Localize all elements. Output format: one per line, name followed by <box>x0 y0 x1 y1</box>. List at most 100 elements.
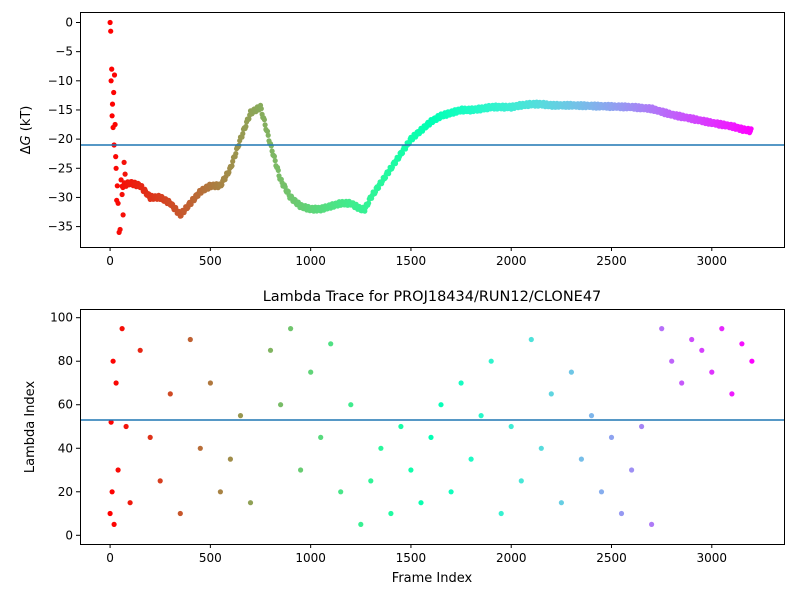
delta-g-y-axis-title: ΔG (kT) <box>19 106 34 155</box>
data-point <box>699 347 705 353</box>
delta-g-frame <box>80 12 785 248</box>
data-point <box>288 326 294 332</box>
trace-point <box>265 132 271 138</box>
data-point <box>649 521 655 528</box>
x-tick-label: 1000 <box>295 254 326 268</box>
lambda-trace-chart: Lambda Trace for PROJ18434/RUN12/CLONE47… <box>23 289 785 586</box>
y-tick-label: 100 <box>50 311 73 325</box>
data-point <box>729 391 735 397</box>
data-point <box>111 521 117 528</box>
x-tick-label: 2500 <box>596 551 627 565</box>
data-point <box>588 413 595 419</box>
data-point <box>278 402 284 408</box>
x-tick-label: 2000 <box>496 551 527 565</box>
data-point <box>147 434 153 440</box>
data-point <box>298 467 304 473</box>
data-point <box>120 212 126 218</box>
data-point <box>107 19 113 26</box>
data-point <box>119 191 125 198</box>
data-point <box>217 489 223 495</box>
lambda-trace-plot-area <box>80 326 784 528</box>
delta-g-y-ticks: 0 −5 −10 −15 −20 −25 −30 −35 <box>48 15 80 234</box>
data-point <box>568 369 575 375</box>
data-point <box>308 369 314 375</box>
y-tick-label: −15 <box>48 103 73 117</box>
data-point <box>618 510 625 517</box>
trace-point <box>271 153 277 159</box>
trace-point <box>230 158 236 164</box>
y-tick-label: 80 <box>58 354 73 368</box>
y-tick-label: −35 <box>48 220 73 234</box>
data-point <box>117 226 123 233</box>
data-point <box>267 347 274 353</box>
x-tick-label: 3000 <box>697 254 728 268</box>
data-point <box>237 413 244 419</box>
data-point <box>498 510 504 517</box>
data-point <box>115 467 121 473</box>
x-tick-label: 1500 <box>396 254 427 268</box>
y-tick-label: 60 <box>58 398 73 412</box>
trace-point <box>240 131 246 137</box>
x-tick-label: 0 <box>106 551 114 565</box>
x-tick-label: 1000 <box>295 551 326 565</box>
data-point <box>127 500 133 506</box>
x-tick-label: 500 <box>199 254 222 268</box>
y-tick-label: −20 <box>48 132 73 146</box>
data-point <box>468 456 474 462</box>
lambda-trace-x-axis-title: Frame Index <box>392 571 473 586</box>
trace-point <box>262 122 268 128</box>
data-point <box>108 28 114 34</box>
data-point <box>488 358 494 364</box>
data-point <box>558 500 565 506</box>
data-point <box>608 434 615 440</box>
y-tick-label: −25 <box>48 161 73 175</box>
data-point <box>137 347 143 353</box>
data-point <box>448 489 454 495</box>
data-point <box>328 341 334 347</box>
trace-point <box>229 163 235 169</box>
trace-point <box>219 182 225 188</box>
y-tick-label: −5 <box>55 45 73 59</box>
data-point <box>378 445 384 451</box>
data-point <box>408 467 414 473</box>
y-tick-label: 40 <box>58 441 73 455</box>
data-point <box>709 369 715 375</box>
data-point <box>348 402 354 408</box>
trace-point <box>269 148 275 154</box>
data-point <box>538 445 544 451</box>
trace-point <box>243 123 249 130</box>
data-point <box>679 380 685 386</box>
data-point <box>689 336 695 343</box>
data-point <box>518 478 524 484</box>
data-point <box>398 423 404 430</box>
data-point <box>749 358 755 364</box>
trace-point <box>258 106 264 112</box>
data-point <box>114 183 120 189</box>
y-tick-label: 0 <box>65 15 73 29</box>
trace-point <box>268 143 274 149</box>
x-tick-label: 2000 <box>496 254 527 268</box>
y-tick-label: 0 <box>65 528 73 542</box>
trace-point <box>366 200 372 206</box>
lambda-trace-title: Lambda Trace for PROJ18434/RUN12/CLONE47 <box>263 289 602 305</box>
data-point <box>318 434 324 440</box>
data-point <box>109 489 115 495</box>
lambda-trace-y-ticks: 0 20 40 60 80 100 <box>50 311 80 542</box>
data-point <box>629 467 635 473</box>
x-tick-label: 500 <box>199 551 222 565</box>
data-point <box>109 101 116 107</box>
data-point <box>197 445 203 451</box>
lambda-trace-x-ticks: 0 500 1000 1500 2000 2500 3000 <box>106 544 727 565</box>
data-point <box>578 456 585 462</box>
data-point <box>110 358 116 364</box>
data-point <box>123 423 129 430</box>
data-point <box>108 419 114 425</box>
data-point <box>528 336 534 343</box>
data-point <box>107 510 113 517</box>
x-tick-label: 1500 <box>396 551 427 565</box>
data-point <box>167 391 173 397</box>
delta-g-x-ticks: 0 500 1000 1500 2000 2500 3000 <box>106 247 727 268</box>
data-point <box>111 72 118 78</box>
data-point <box>478 413 484 419</box>
